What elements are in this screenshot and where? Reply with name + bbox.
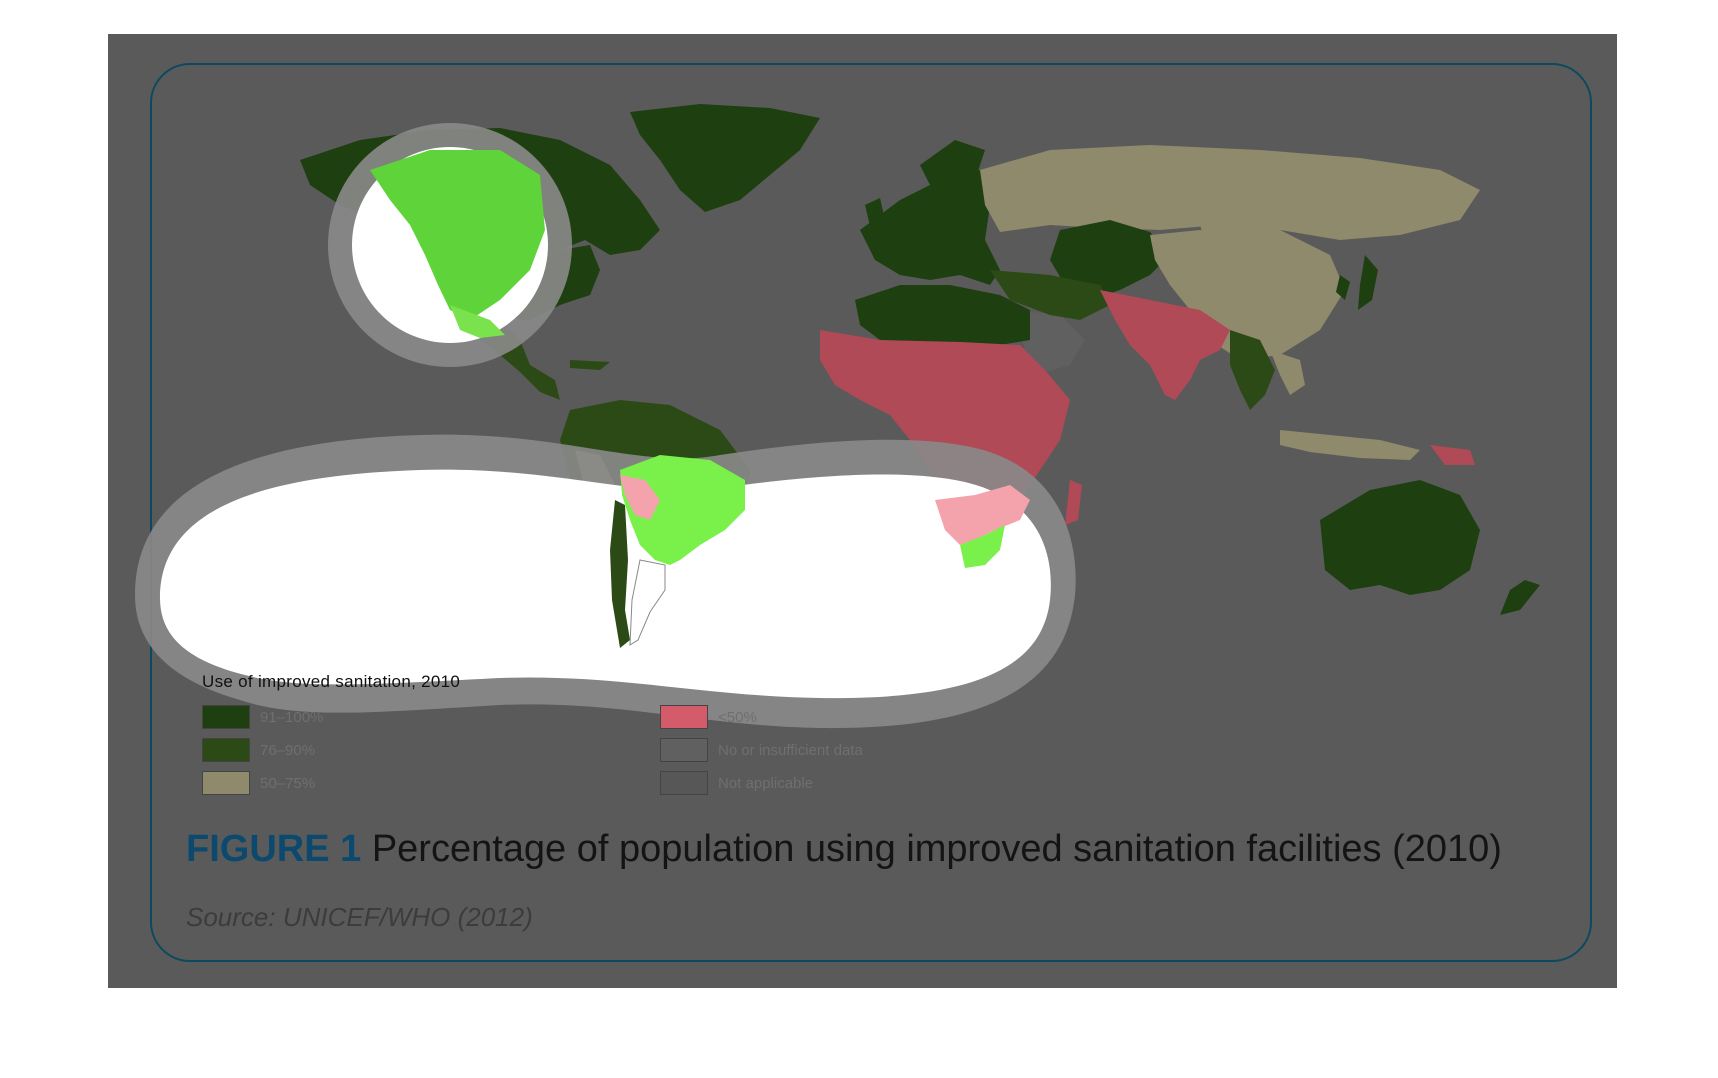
legend-item-76-90: 76–90% [202,738,315,762]
legend-label: 76–90% [260,741,316,759]
highlighted-south-america [620,455,745,565]
legend-item-no-data: No or insufficient data [660,738,863,762]
legend-label: No or insufficient data [718,741,863,759]
figure-source: Source: UNICEF/WHO (2012) [186,902,533,932]
legend-title: Use of improved sanitation, 2010 [202,672,461,691]
legend-item-91-100: 91–100% [202,705,323,729]
scandinavia [920,140,985,190]
europe [860,170,1000,285]
legend-item-50-75: 50–75% [202,771,315,795]
legend-label: 91–100% [260,708,324,726]
legend-swatch [202,771,250,795]
caribbean [570,360,610,370]
korea [1336,275,1350,300]
uk [865,198,885,226]
spotlight-south [160,469,1051,699]
legend-swatch [660,771,708,795]
indonesia [1280,430,1420,460]
turkey-iran [990,270,1110,320]
se-asia [1230,330,1275,410]
legend-swatch [202,738,250,762]
madagascar [1065,480,1082,525]
russia [980,145,1480,240]
figure-label: FIGURE 1 [186,828,362,870]
highlighted-africa-pink [935,485,1030,545]
china [1150,228,1345,360]
new-zealand [1500,580,1540,615]
png [1430,445,1475,465]
arabian-peninsula [1015,310,1085,372]
indochina [1270,350,1305,395]
highlighted-sa-pink [620,475,660,520]
japan [1358,255,1378,310]
figure-card [150,63,1592,962]
figure-caption: FIGURE 1 Percentage of population using … [186,828,1502,871]
north-africa [855,285,1030,345]
legend-item-not-applicable: Not applicable [660,771,813,795]
legend-label: <50% [718,708,757,726]
legend-label: 50–75% [260,774,316,792]
highlighted-mexico [450,305,505,338]
legend-item-below-50: <50% [660,705,757,729]
central-asia [1050,220,1170,300]
south-asia [1100,290,1230,400]
legend-swatch [660,738,708,762]
legend-swatch [202,705,250,729]
legend-label: Not applicable [718,774,814,792]
highlighted-chile [610,500,630,648]
figure-caption-text: Percentage of population using improved … [371,828,1502,870]
highlighted-north-america [370,150,545,320]
highlighted-argentina [629,559,666,646]
australia [1320,480,1480,595]
legend-swatch [660,705,708,729]
greenland [630,104,820,212]
highlighted-south-africa [960,525,1005,568]
mongolia [1200,220,1290,245]
